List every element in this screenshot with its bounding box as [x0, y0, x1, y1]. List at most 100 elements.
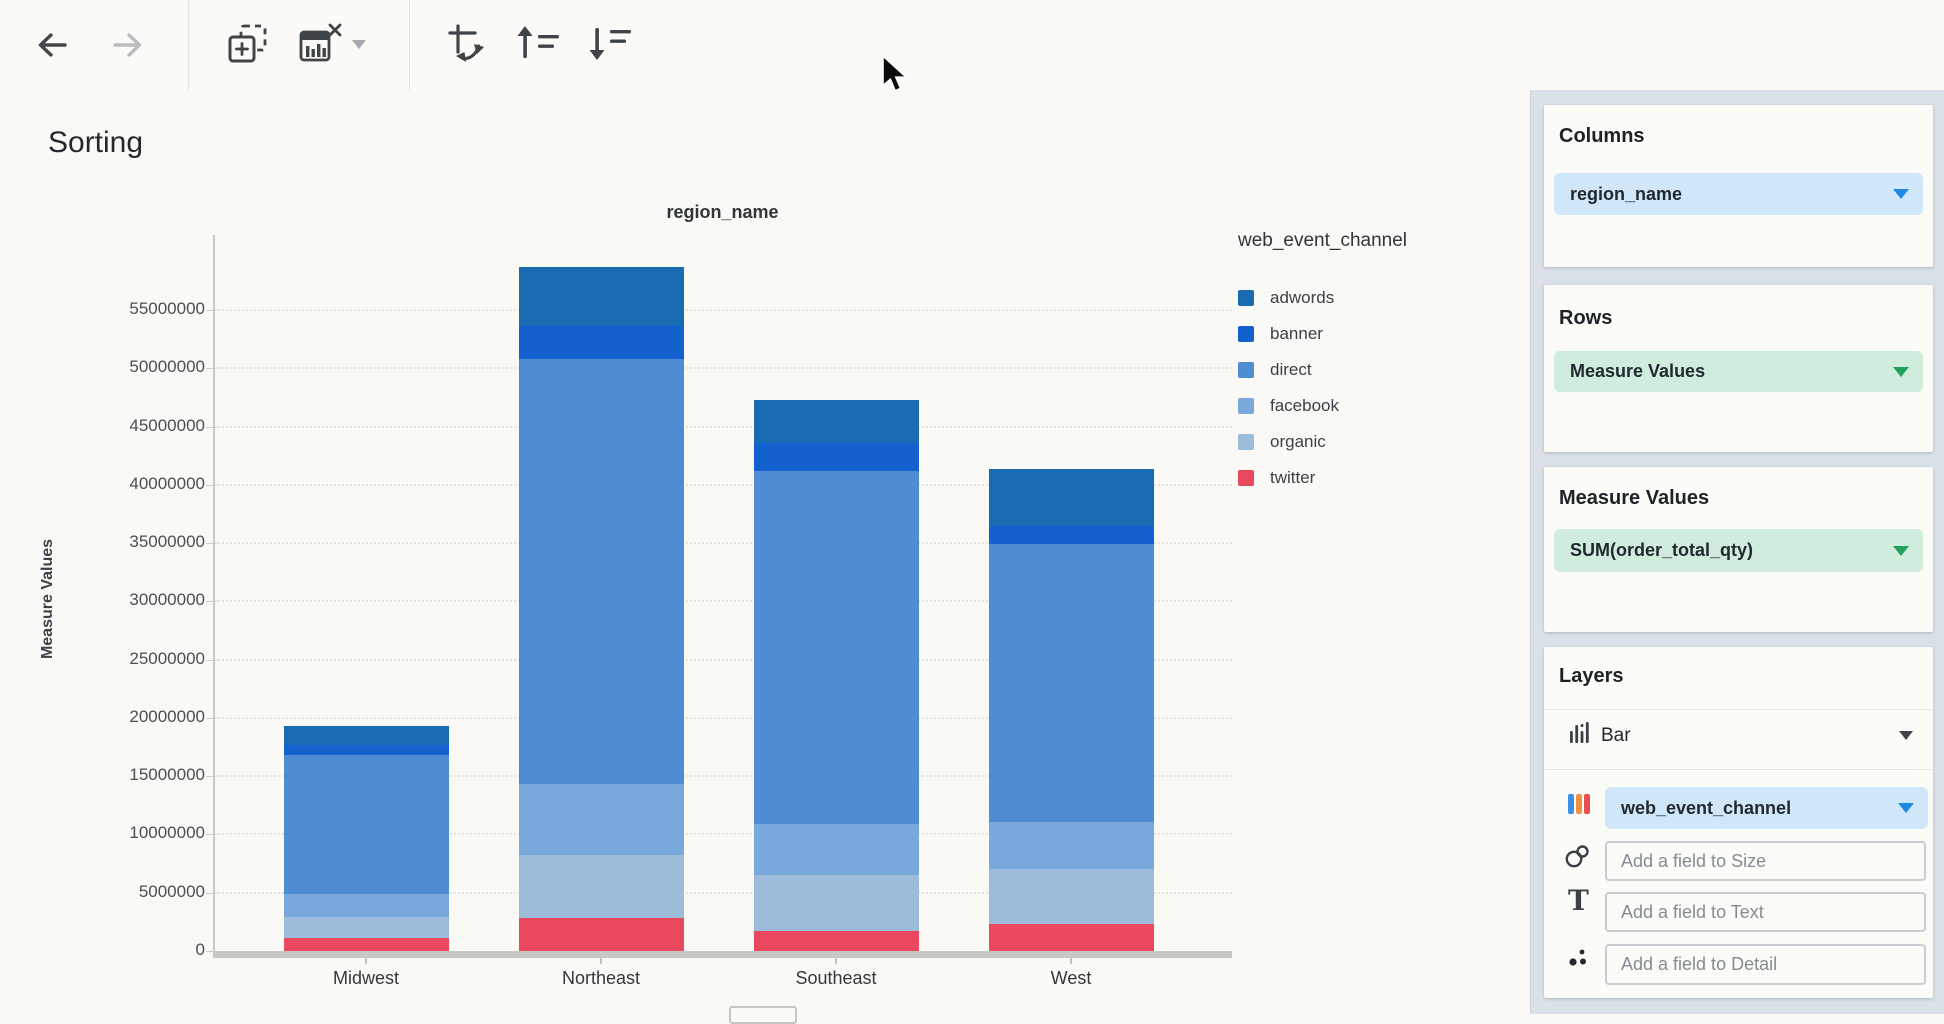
y-tick-label: 55000000 [129, 299, 205, 318]
bar-segment-banner-midwest[interactable] [283, 744, 449, 756]
columns-card-title: Columns [1559, 125, 1645, 147]
gridline [215, 542, 1232, 545]
x-axis-label: West [1050, 968, 1092, 988]
bar-segment-adwords-midwest[interactable] [283, 726, 449, 745]
y-tick-label: 5000000 [138, 881, 205, 901]
legend-item-twitter[interactable]: twitter [1238, 460, 1518, 496]
legend-item-facebook[interactable]: facebook [1238, 388, 1518, 424]
bar-segment-banner-southeast[interactable] [753, 442, 919, 471]
bar-segment-facebook-midwest[interactable] [283, 893, 449, 918]
chart-title: region_name [666, 202, 779, 222]
bar-segment-organic-west[interactable] [988, 869, 1154, 925]
gridline [215, 425, 1232, 428]
remove-visualization-menu-caret-icon[interactable] [352, 40, 366, 49]
y-tick [206, 717, 213, 719]
bar-segment-twitter-midwest[interactable] [283, 938, 449, 951]
layer-type-select[interactable]: Bar [1601, 725, 1631, 746]
rows-field-pill[interactable]: Measure Values [1554, 351, 1923, 392]
bar-segment-twitter-northeast[interactable] [518, 918, 684, 951]
layers-card: Layers Bar web_event_channel [1544, 647, 1933, 998]
remove-visualization-icon[interactable] [296, 20, 344, 68]
x-axis-label: Northeast [561, 968, 641, 988]
y-tick-label: 40000000 [129, 473, 205, 493]
swap-axes-icon[interactable] [445, 20, 491, 68]
measure-values-card-title: Measure Values [1559, 487, 1710, 509]
sort-ascending-icon[interactable] [515, 22, 563, 66]
bar-segment-twitter-southeast[interactable] [753, 931, 919, 951]
chevron-down-icon[interactable] [1898, 803, 1914, 813]
legend-label: twitter [1270, 468, 1316, 487]
y-tick [206, 368, 213, 370]
color-bars-icon [1568, 794, 1590, 814]
y-tick [206, 601, 213, 603]
bar-segment-organic-northeast[interactable] [518, 855, 684, 919]
bar-segment-facebook-southeast[interactable] [753, 823, 919, 876]
text-field-input[interactable] [1605, 892, 1926, 932]
legend-swatch [1238, 290, 1254, 306]
bar-segment-adwords-west[interactable] [988, 468, 1154, 526]
y-tick [206, 543, 213, 545]
bar-segment-banner-west[interactable] [988, 525, 1154, 545]
gridline [215, 483, 1232, 486]
legend-item-direct[interactable]: direct [1238, 352, 1518, 388]
y-tick [206, 484, 213, 486]
y-tick-label: 10000000 [129, 823, 205, 843]
bar-segment-organic-midwest[interactable] [283, 917, 449, 939]
bar-segment-direct-northeast[interactable] [518, 358, 684, 785]
measure-values-field-pill[interactable]: SUM(order_total_qty) [1554, 529, 1923, 572]
bar-segment-adwords-northeast[interactable] [518, 266, 684, 327]
chevron-down-icon[interactable] [1899, 731, 1913, 740]
detail-dots-icon [1569, 949, 1586, 966]
legend-label: banner [1270, 324, 1323, 343]
legend-item-banner[interactable]: banner [1238, 316, 1518, 352]
back-arrow-icon[interactable] [32, 25, 72, 65]
measure-values-field-label: SUM(order_total_qty) [1570, 540, 1754, 560]
gridline [215, 367, 1232, 370]
y-tick-label: 50000000 [129, 357, 205, 377]
detail-field-input[interactable] [1605, 944, 1926, 985]
layers-card-title: Layers [1559, 665, 1624, 687]
toolbar [0, 0, 1944, 91]
gridline [215, 891, 1232, 894]
chevron-down-icon[interactable] [1893, 189, 1909, 199]
x-axis-line [213, 951, 1232, 958]
bar-segment-twitter-west[interactable] [988, 924, 1154, 951]
x-tick [1070, 958, 1072, 964]
forward-arrow-icon[interactable] [108, 25, 148, 65]
size-field-input[interactable] [1605, 841, 1926, 881]
bar-segment-adwords-southeast[interactable] [753, 399, 919, 443]
legend-swatch [1238, 362, 1254, 378]
chevron-down-icon[interactable] [1893, 366, 1909, 377]
legend-label: direct [1270, 360, 1312, 379]
bar-segment-facebook-west[interactable] [988, 821, 1154, 870]
y-tick-label: 20000000 [129, 706, 205, 726]
x-tick [365, 958, 367, 964]
y-tick [206, 426, 213, 428]
legend-swatch [1238, 470, 1254, 486]
y-tick [206, 659, 213, 661]
bar-segment-facebook-northeast[interactable] [518, 784, 684, 856]
pager-box[interactable] [729, 1006, 797, 1024]
add-visualization-icon[interactable] [224, 20, 272, 68]
legend-item-organic[interactable]: organic [1238, 424, 1518, 460]
x-axis-label: Southeast [795, 968, 877, 988]
sort-descending-icon[interactable] [587, 22, 635, 66]
y-axis-line [213, 235, 215, 958]
columns-field-pill[interactable]: region_name [1554, 173, 1923, 215]
legend-item-adwords[interactable]: adwords [1238, 280, 1518, 316]
x-axis-label: Midwest [332, 968, 399, 988]
legend-swatch [1238, 434, 1254, 450]
visualization-canvas: Sorting region_name Measure Values 0 5000… [0, 90, 1530, 1014]
legend-swatch [1238, 398, 1254, 414]
legend-label: facebook [1270, 396, 1339, 415]
chevron-down-icon[interactable] [1893, 545, 1909, 556]
bar-segment-direct-west[interactable] [988, 544, 1154, 822]
bar-segment-direct-midwest[interactable] [283, 755, 449, 894]
y-tick [206, 776, 213, 778]
legend-label: organic [1270, 432, 1326, 451]
bar-segment-banner-northeast[interactable] [518, 326, 684, 359]
y-tick [206, 951, 213, 952]
bar-segment-direct-southeast[interactable] [753, 470, 919, 824]
bar-segment-organic-southeast[interactable] [753, 875, 919, 932]
layer-color-field-pill[interactable]: web_event_channel [1605, 787, 1928, 829]
